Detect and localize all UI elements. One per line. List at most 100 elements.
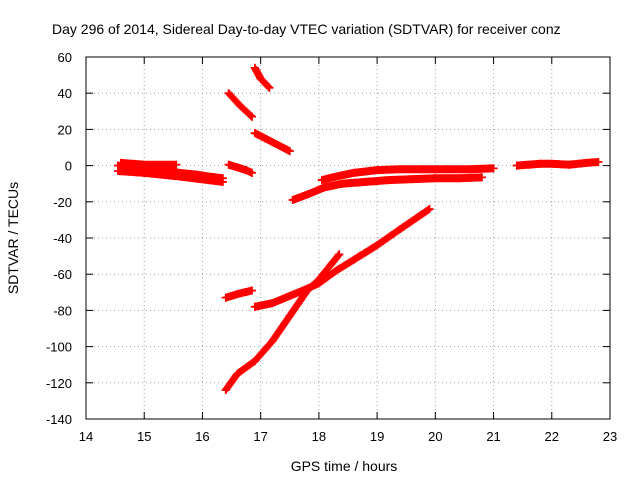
data-point <box>547 159 556 168</box>
data-point <box>454 174 463 183</box>
data-point <box>303 286 312 295</box>
data-point <box>466 165 475 174</box>
data-point <box>477 173 486 182</box>
chart-title: Day 296 of 2014, Sidereal Day-to-day VTE… <box>52 21 561 37</box>
data-point <box>140 168 149 177</box>
data-segment <box>224 160 256 177</box>
data-point <box>250 129 259 138</box>
data-point <box>314 275 323 284</box>
y-tick-label: -20 <box>53 195 72 210</box>
data-point <box>594 157 603 166</box>
data-point <box>384 176 393 185</box>
data-point <box>565 160 574 169</box>
data-point <box>247 168 256 177</box>
y-tick-label: 60 <box>58 50 72 65</box>
y-axis-label: SDTVAR / TECUs <box>5 182 21 294</box>
data-point <box>489 164 498 173</box>
data-layer <box>114 63 603 395</box>
data-point <box>224 160 233 169</box>
data-point <box>408 175 417 184</box>
data-point <box>442 165 451 174</box>
data-point <box>247 112 256 121</box>
data-point <box>326 261 335 270</box>
data-point <box>396 224 405 233</box>
data-marker-trace <box>221 250 344 395</box>
label-layer: 14 15 16 17 18 19 20 21 22 23 60 40 20 0 -20 -40 -60 -80 -… <box>46 50 617 444</box>
data-marker-trace <box>116 158 181 169</box>
data-point <box>288 195 297 204</box>
data-point <box>338 179 347 188</box>
data-point <box>419 165 428 174</box>
data-point <box>373 166 382 175</box>
y-tick-label: -40 <box>53 231 72 246</box>
data-point <box>335 250 344 259</box>
data-segment <box>116 158 181 169</box>
x-tick-label: 23 <box>603 429 617 444</box>
data-point <box>172 160 181 169</box>
data-point <box>285 291 294 300</box>
data-point <box>512 161 521 170</box>
data-point <box>425 205 434 214</box>
data-segment <box>250 63 274 92</box>
data-point <box>332 266 341 275</box>
data-segment <box>114 167 227 186</box>
x-axis-label: GPS time / hours <box>291 458 398 474</box>
data-point <box>524 160 533 169</box>
x-tick-label: 21 <box>486 429 500 444</box>
data-point <box>268 337 277 346</box>
y-tick-label: -60 <box>53 267 72 282</box>
x-tick-label: 14 <box>79 429 93 444</box>
data-marker-trace <box>512 157 603 170</box>
data-point <box>250 302 259 311</box>
data-point <box>233 369 242 378</box>
data-point <box>396 165 405 174</box>
data-segment <box>221 250 344 395</box>
data-point <box>233 290 242 299</box>
data-point <box>332 172 341 181</box>
data-point <box>114 167 123 176</box>
data-point <box>285 147 294 156</box>
data-point <box>361 177 370 186</box>
x-tick-label: 22 <box>545 429 559 444</box>
y-tick-label: -140 <box>46 412 72 427</box>
data-point <box>349 168 358 177</box>
data-point <box>116 158 125 167</box>
y-tick-label: 40 <box>58 86 72 101</box>
plot-frame <box>85 56 611 420</box>
data-point <box>265 83 274 92</box>
y-tick-label: 20 <box>58 122 72 137</box>
data-point <box>242 166 251 175</box>
data-point <box>268 138 277 147</box>
y-tick-label: 0 <box>65 159 72 174</box>
tick-layer <box>85 56 611 420</box>
data-segment <box>512 157 603 170</box>
data-point <box>320 183 329 192</box>
data-point <box>373 241 382 250</box>
data-point <box>256 74 265 83</box>
data-point <box>317 176 326 185</box>
x-tick-label: 17 <box>253 429 267 444</box>
x-tick-label: 19 <box>370 429 384 444</box>
y-tick-label: -100 <box>46 340 72 355</box>
x-tick-label: 20 <box>428 429 442 444</box>
data-point <box>140 160 149 169</box>
data-point <box>250 357 259 366</box>
data-point <box>268 299 277 308</box>
data-point <box>303 190 312 199</box>
y-tick-label: -120 <box>46 376 72 391</box>
data-segment <box>317 164 498 185</box>
data-point <box>250 63 259 72</box>
data-point <box>224 89 233 98</box>
data-segment <box>288 173 486 204</box>
data-point <box>349 255 358 264</box>
data-point <box>221 386 230 395</box>
x-tick-label: 15 <box>137 429 151 444</box>
data-point <box>218 177 227 186</box>
data-point <box>582 158 591 167</box>
data-marker-trace <box>250 205 434 311</box>
data-point <box>431 174 440 183</box>
data-point <box>221 293 230 302</box>
data-point <box>233 163 242 172</box>
data-segment <box>221 286 256 302</box>
data-point <box>236 101 245 110</box>
